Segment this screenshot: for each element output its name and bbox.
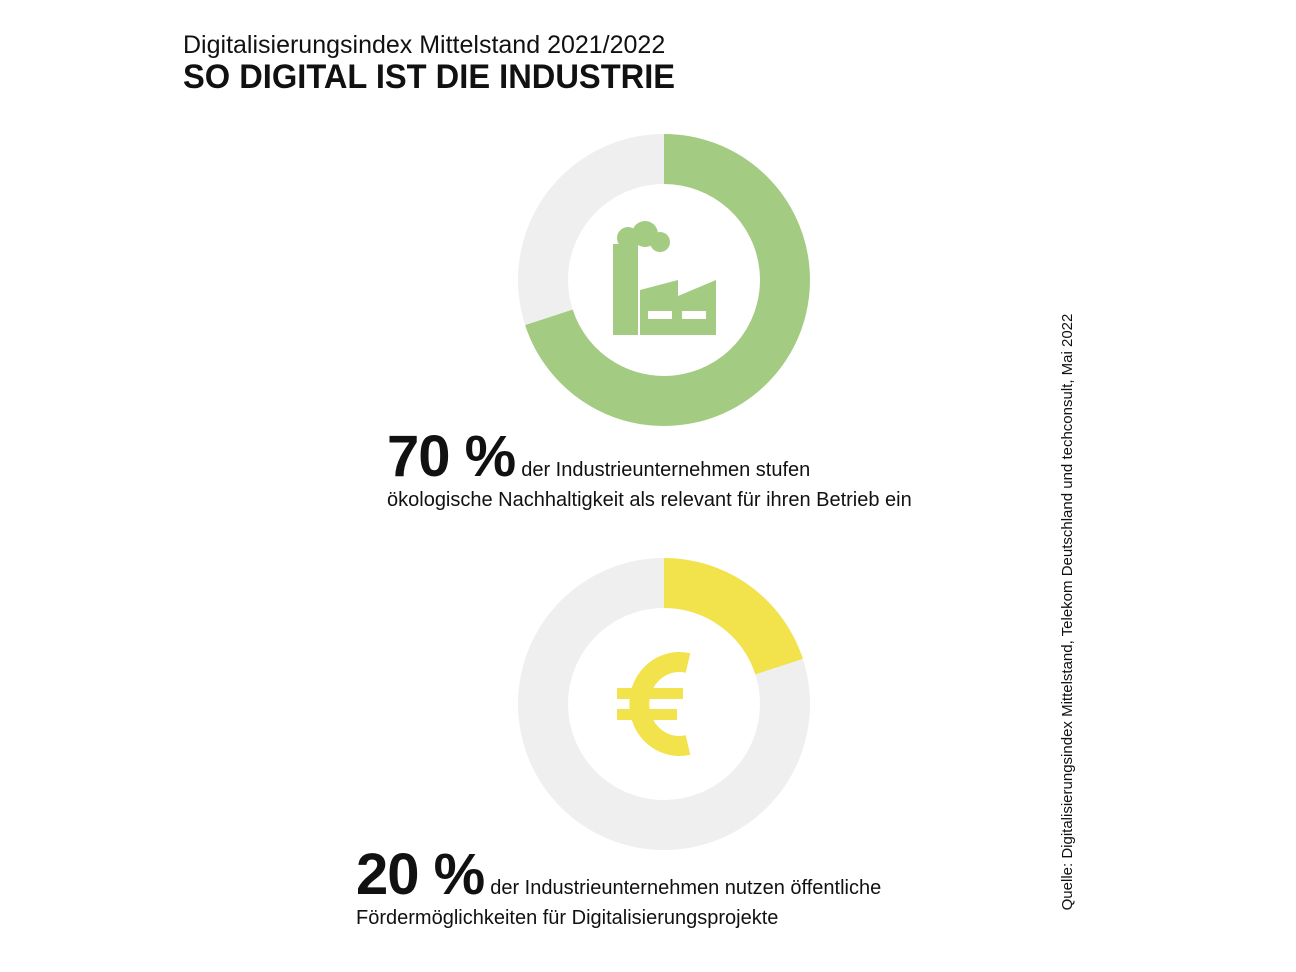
euro-icon xyxy=(617,652,691,756)
stat-value: 70 % xyxy=(387,424,516,489)
chart-subtitle: Digitalisierungsindex Mittelstand 2021/2… xyxy=(183,31,666,59)
stat-text-line1: der Industrieunternehmen stufen xyxy=(521,459,811,481)
stat-block-sustainability: 70 % der Industrieunternehmen stufen ökol… xyxy=(387,428,912,513)
donut-arc-70-percent xyxy=(525,134,810,426)
donut-chart-industry-sustainability xyxy=(518,134,810,426)
source-note: Quelle: Digitalisierungsindex Mittelstan… xyxy=(1059,313,1076,911)
stat-text-line1: der Industrieunternehmen nutzen öffentli… xyxy=(490,877,882,899)
donut-arc-20-percent xyxy=(663,558,803,676)
stat-text-line2: ökologische Nachhaltigkeit als relevant … xyxy=(387,489,912,511)
stat-text-line2: Fördermöglichkeiten für Digitalisierungs… xyxy=(356,907,779,929)
chart-title: SO DIGITAL IST DIE INDUSTRIE xyxy=(183,58,676,96)
stat-value: 20 % xyxy=(356,842,485,907)
donut-chart-funding-usage xyxy=(518,558,810,850)
stat-block-funding: 20 % der Industrieunternehmen nutzen öffe… xyxy=(356,846,881,931)
factory-icon xyxy=(613,221,716,335)
